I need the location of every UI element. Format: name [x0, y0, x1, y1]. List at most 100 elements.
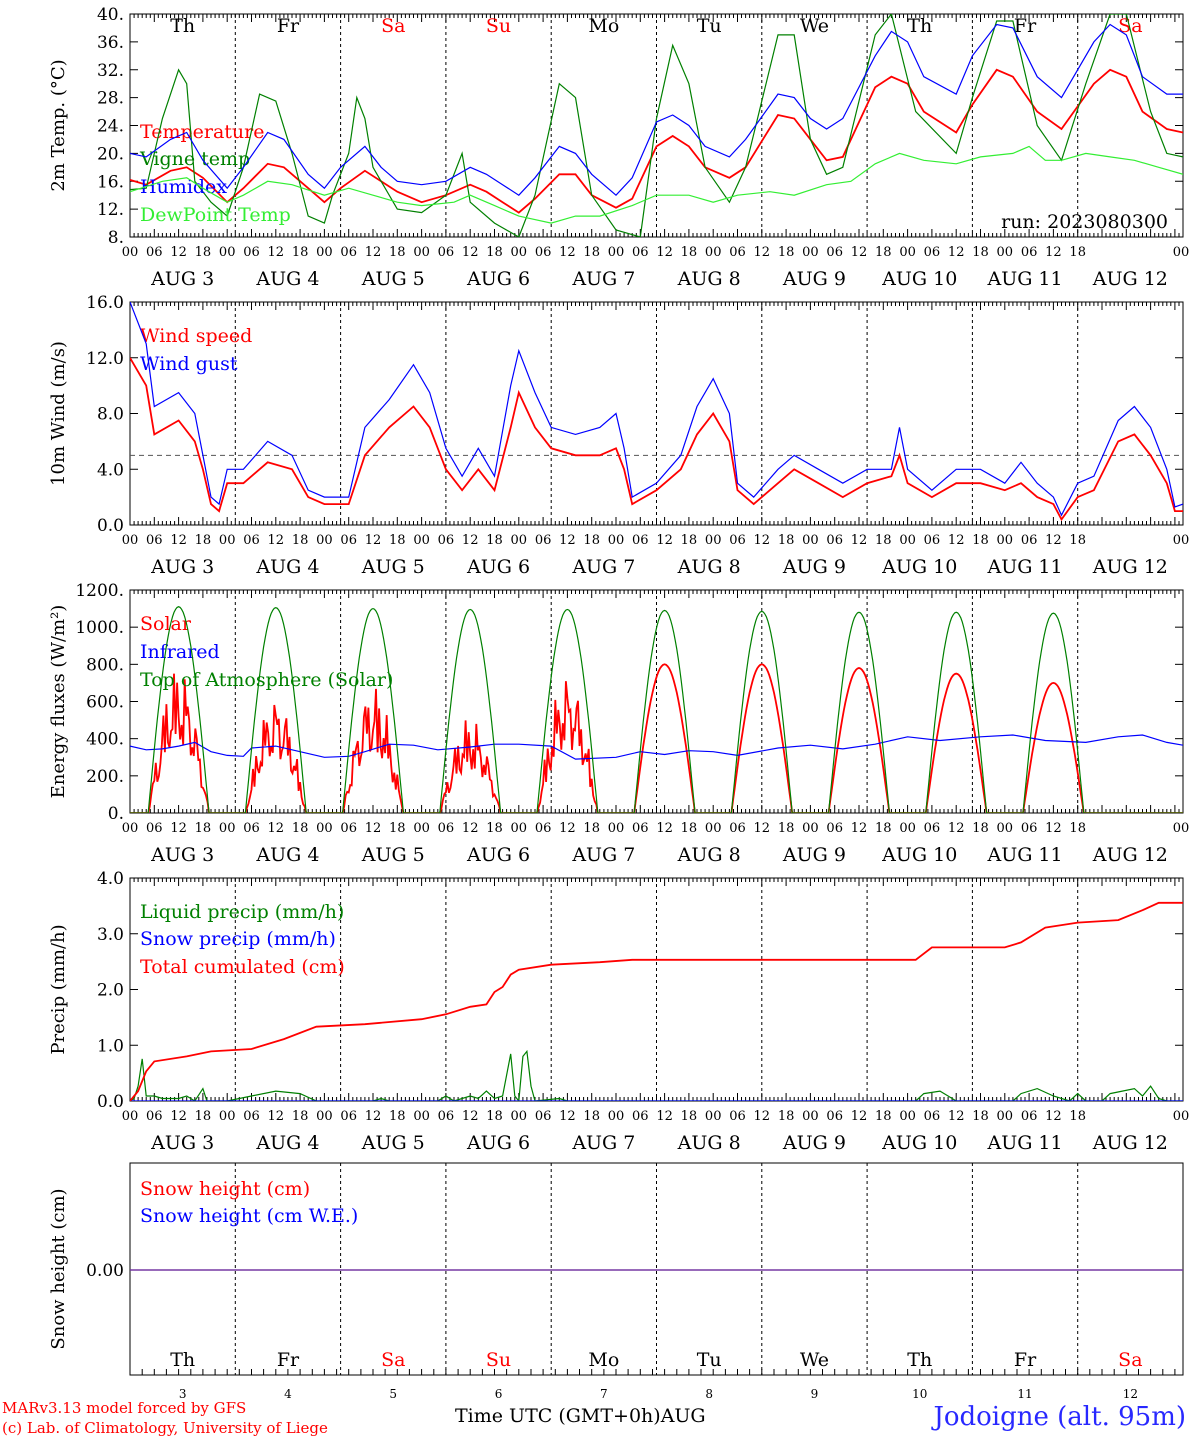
hour-tick-label: 06 — [535, 1109, 552, 1124]
hour-tick-label: 18 — [292, 1109, 309, 1124]
x-axis-month: AUG — [660, 1405, 706, 1427]
hour-tick-label: 12 — [1045, 1109, 1062, 1124]
y-tick-label: 12.0 — [86, 349, 124, 369]
date-label: AUG 10 — [881, 268, 957, 290]
hour-tick-label: 00 — [316, 821, 333, 836]
day-number: 12 — [1123, 1387, 1138, 1401]
hour-tick-label: 12 — [170, 821, 187, 836]
hour-tick-label: 18 — [972, 1109, 989, 1124]
hour-tick-label: 06 — [146, 1109, 163, 1124]
y-tick-label: 32. — [97, 61, 124, 81]
hour-tick-label: 00 — [608, 245, 625, 260]
y-tick-label: 8. — [108, 228, 124, 248]
hour-tick-label: 06 — [340, 821, 357, 836]
date-label: AUG 12 — [1092, 556, 1168, 578]
panel-4-ticks — [129, 878, 1184, 1101]
hour-tick-label: 12 — [1045, 821, 1062, 836]
series-dewpoint-temp — [130, 145, 1183, 224]
day-number: 5 — [389, 1387, 397, 1401]
hour-tick-label: 00 — [802, 821, 819, 836]
legend-entry: Snow precip (mm/h) — [140, 928, 336, 950]
hour-tick-label: 00 — [997, 1109, 1014, 1124]
hour-tick-label: 00 — [802, 1109, 819, 1124]
hour-tick-label: 12 — [948, 533, 965, 548]
y-tick-label: 28. — [97, 89, 124, 109]
hour-tick-label: 12 — [268, 245, 285, 260]
hour-tick-label: 18 — [778, 533, 795, 548]
hour-tick-label: 00 — [511, 1109, 528, 1124]
hour-tick-label: 18 — [292, 533, 309, 548]
hour-tick-label: 00 — [122, 533, 139, 548]
series-infrared — [130, 734, 1183, 760]
hour-tick-label: 06 — [438, 821, 455, 836]
legend-entry: Wind gust — [140, 353, 238, 375]
day-number: 3 — [179, 1387, 187, 1401]
hour-tick-label: 12 — [851, 821, 868, 836]
hour-tick-label: 00 — [122, 821, 139, 836]
date-label: AUG 11 — [986, 268, 1062, 290]
hour-tick-label: 18 — [583, 245, 600, 260]
date-label: AUG 10 — [881, 1132, 957, 1154]
y-tick-label: 200. — [86, 767, 124, 787]
date-label: AUG 5 — [361, 1132, 425, 1154]
date-label: AUG 3 — [150, 1132, 214, 1154]
y-tick-label: 40. — [97, 5, 124, 25]
hour-tick-label: 12 — [559, 245, 576, 260]
day-number: 10 — [912, 1387, 927, 1401]
date-label: AUG 12 — [1092, 268, 1168, 290]
hour-tick-label: 00 — [899, 245, 916, 260]
series-wind-gust — [130, 302, 1183, 517]
y-tick-label: 1000. — [75, 618, 124, 638]
day-name: Th — [170, 1349, 195, 1371]
day-name: Th — [907, 15, 932, 37]
y-axis-title: Energy fluxes (W/m²) — [48, 605, 69, 799]
hour-tick-label: 12 — [851, 1109, 868, 1124]
hour-tick-label: 06 — [243, 1109, 260, 1124]
hour-tick-label: 06 — [632, 533, 649, 548]
hour-tick-label: 06 — [826, 245, 843, 260]
day-name: Tu — [697, 1349, 722, 1371]
hour-tick-label: 18 — [681, 821, 698, 836]
hour-tick-label: 18 — [292, 821, 309, 836]
hour-tick-label: 00 — [1173, 245, 1190, 260]
hour-tick-label: 12 — [851, 533, 868, 548]
y-tick-label: 4.0 — [97, 460, 124, 480]
hour-tick-label: 00 — [219, 1109, 236, 1124]
hour-tick-label: 12 — [559, 821, 576, 836]
date-label: AUG 7 — [571, 844, 635, 866]
day-name: Fr — [277, 1349, 300, 1371]
day-number: 4 — [284, 1387, 292, 1401]
y-tick-label: 400. — [86, 730, 124, 750]
hour-tick-label: 12 — [462, 245, 479, 260]
series-liquid-precip-mm-h- — [130, 1049, 1183, 1101]
hour-tick-label: 18 — [195, 1109, 212, 1124]
hour-tick-label: 06 — [438, 1109, 455, 1124]
date-label: AUG 5 — [361, 268, 425, 290]
legend-entry: Infrared — [140, 641, 220, 663]
y-tick-label: 800. — [86, 655, 124, 675]
hour-tick-label: 12 — [462, 533, 479, 548]
date-label: AUG 3 — [150, 556, 214, 578]
hour-tick-label: 00 — [1173, 533, 1190, 548]
hour-tick-label: 06 — [729, 1109, 746, 1124]
hour-tick-label: 06 — [146, 821, 163, 836]
hour-tick-label: 12 — [656, 821, 673, 836]
hour-tick-label: 06 — [632, 1109, 649, 1124]
legend-entry: Top of Atmosphere (Solar) — [140, 669, 393, 691]
hour-tick-label: 00 — [705, 821, 722, 836]
hour-tick-label: 18 — [1069, 533, 1086, 548]
hour-tick-label: 06 — [826, 1109, 843, 1124]
series-humidex — [130, 23, 1183, 197]
hour-tick-label: 06 — [438, 533, 455, 548]
panel-3-frame — [129, 589, 1184, 814]
date-label: AUG 10 — [881, 844, 957, 866]
hour-tick-label: 00 — [997, 821, 1014, 836]
run-annotation: run: 2023080300 — [1001, 211, 1168, 233]
hour-tick-label: 18 — [681, 1109, 698, 1124]
y-tick-label: 600. — [86, 693, 124, 713]
date-label: AUG 6 — [466, 268, 530, 290]
hour-tick-label: 06 — [340, 245, 357, 260]
hour-tick-label: 06 — [632, 821, 649, 836]
y-tick-label: 16. — [97, 172, 124, 192]
